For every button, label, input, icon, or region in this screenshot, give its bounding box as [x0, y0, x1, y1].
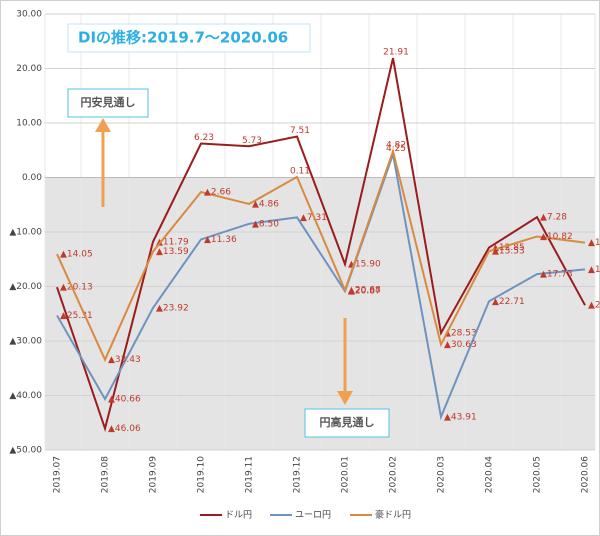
x-tick-label: 2019.12: [293, 456, 303, 493]
x-tick-label: 2019.09: [149, 456, 159, 493]
data-label: ▲40.66: [108, 395, 141, 405]
x-tick-label: 2019.07: [53, 456, 63, 493]
series-line: [56, 57, 586, 433]
x-tick-label: 2020.06: [581, 456, 591, 493]
x-tick-label: 2019.11: [245, 456, 255, 493]
data-label: 21.91: [383, 48, 409, 58]
x-tick-label: 2020.01: [341, 456, 351, 493]
data-label: ▲17.73: [540, 270, 573, 280]
data-label: ▲22.71: [492, 297, 525, 307]
data-label: ▲11.36: [204, 235, 237, 245]
plot-area: ▲50.00 ▲40.00 ▲30.00 ▲20.00 ▲10.00 0.00 10.00 2…: [9, 10, 600, 494]
data-label: ▲2.66: [204, 187, 231, 197]
x-tick-label: 2020.04: [485, 456, 495, 493]
data-label: 4.82: [386, 141, 406, 151]
legend-label: ドル円: [225, 510, 252, 521]
series-line: [56, 147, 586, 363]
x-tick-label: 2020.03: [437, 456, 447, 493]
data-label: 4.25: [386, 144, 406, 154]
data-label: ▲12.85: [492, 243, 525, 253]
data-label: ▲23.43: [588, 301, 600, 311]
y-tick-label: ▲40.00: [9, 391, 42, 401]
annotation-box: [304, 408, 390, 438]
data-label: ▲20.87: [348, 287, 381, 297]
y-tick-label: ▲50.00: [9, 446, 42, 456]
data-label: ▲11.95: [588, 238, 600, 248]
data-label: ▲10.82: [540, 232, 573, 242]
x-tick-label: 2020.02: [389, 456, 399, 493]
y-tick-label: ▲10.00: [9, 228, 42, 238]
annotation-box: [67, 88, 149, 118]
data-label: 0.11: [290, 166, 310, 176]
data-label: ▲16.85: [588, 265, 600, 275]
negative-zone: [45, 177, 595, 450]
data-label: ▲8.50: [252, 219, 279, 229]
y-tick-label: 10.00: [16, 119, 42, 129]
data-label: ▲4.86: [252, 199, 279, 209]
series-line: [56, 150, 586, 421]
arrow-head: [95, 118, 111, 132]
title-box: [67, 23, 311, 53]
data-label: ▲43.91: [444, 412, 477, 422]
arrow-head: [337, 391, 353, 405]
legend-label: ユーロ円: [295, 510, 331, 521]
y-tick-label: 0.00: [22, 173, 42, 183]
data-label: 5.73: [242, 136, 262, 146]
data-label: ▲7.28: [540, 213, 567, 223]
x-tick-label: 2019.10: [197, 456, 207, 493]
legend-label: 豪ドル円: [375, 509, 411, 521]
data-label: ▲15.90: [348, 260, 381, 270]
data-label: 7.51: [290, 126, 310, 136]
data-label: ▲33.43: [108, 355, 141, 365]
x-tick-label: 2020.05: [533, 456, 543, 493]
data-label: ▲14.05: [60, 250, 93, 260]
annotation: 円安見通し: [81, 95, 136, 109]
annotation: 円高見通し: [320, 415, 375, 429]
data-label: ▲11.79: [156, 237, 189, 247]
chart-title: DIの推移:2019.7～2020.06: [78, 29, 288, 47]
data-label: ▲13.59: [156, 247, 189, 257]
data-label: ▲30.63: [444, 340, 477, 350]
data-label: ▲20.68: [348, 286, 381, 296]
y-tick-label: ▲20.00: [9, 282, 42, 292]
data-label: ▲25.31: [60, 311, 93, 321]
data-label: ▲20.13: [60, 283, 93, 293]
y-tick-label: 20.00: [16, 64, 42, 74]
y-tick-label: ▲30.00: [9, 337, 42, 347]
data-label: ▲23.92: [156, 303, 189, 313]
x-tick-label: 2019.08: [101, 456, 111, 493]
data-label: ▲28.53: [444, 328, 477, 338]
y-tick-label: 30.00: [16, 10, 42, 20]
data-label: ▲46.06: [108, 424, 141, 434]
data-label: 6.23: [194, 133, 214, 143]
data-label: ▲13.53: [492, 247, 525, 257]
